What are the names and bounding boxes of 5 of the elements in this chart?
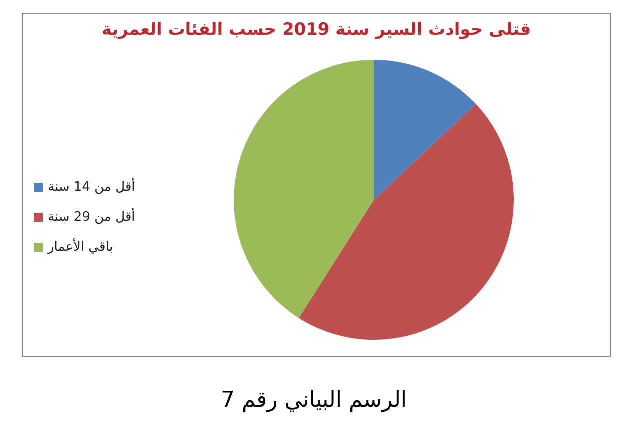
text: الرسم البياني رقم 7 [220, 388, 408, 413]
chart-title: قتلى حوادث السير سنة 2019 حسب الفئات العمرية [100, 20, 532, 40]
legend-label: أقل من 29 سنة [48, 210, 136, 224]
legend-label: باقي الأعمار [48, 240, 114, 254]
legend-label: أقل من 14 سنة [48, 180, 136, 194]
